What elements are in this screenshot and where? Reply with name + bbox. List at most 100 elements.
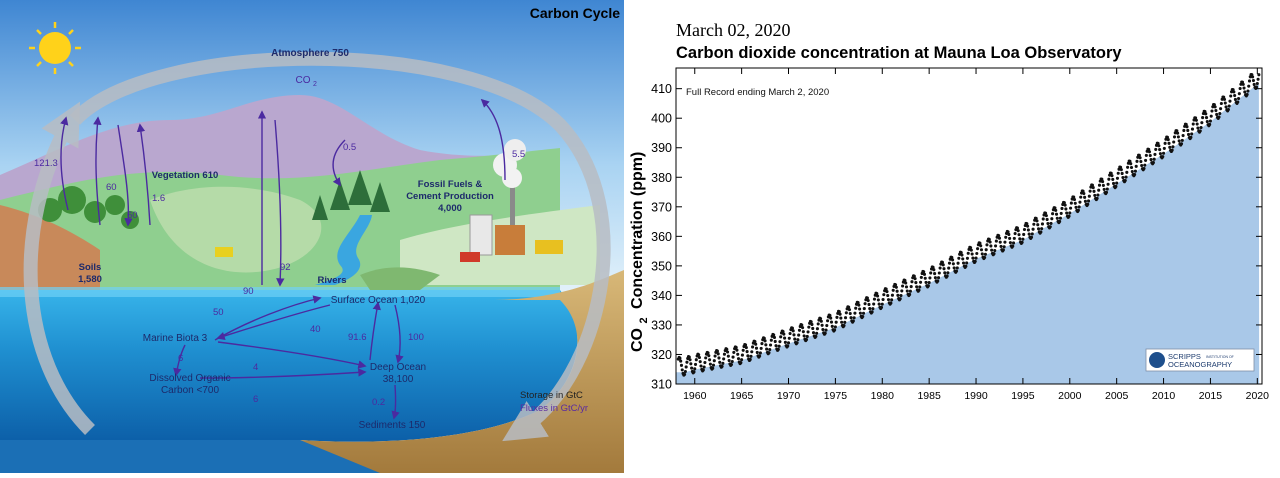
y-tick-label: 330: [651, 318, 672, 332]
data-point: [941, 263, 945, 267]
data-point: [849, 316, 853, 320]
data-point: [1177, 139, 1181, 143]
data-point: [912, 274, 916, 278]
data-point: [1017, 233, 1021, 237]
data-point: [768, 343, 773, 347]
data-point: [683, 372, 687, 376]
flux-6-a: 6: [178, 353, 183, 364]
data-point: [1119, 168, 1123, 172]
data-point: [929, 271, 933, 275]
data-point: [835, 315, 839, 319]
data-point: [1152, 157, 1156, 161]
data-point: [801, 326, 805, 330]
fossil-label-1: Fossil Fuels &: [418, 179, 483, 190]
data-point: [819, 317, 823, 321]
data-point: [915, 285, 919, 289]
flux-60-b: 60: [127, 210, 138, 221]
data-point: [1199, 125, 1203, 130]
data-point: [1246, 89, 1250, 93]
y-tick-label: 380: [651, 171, 672, 185]
data-point: [988, 240, 992, 244]
data-point: [776, 347, 780, 351]
data-point: [1083, 195, 1087, 199]
data-point: [1219, 107, 1223, 111]
data-point: [693, 362, 698, 366]
data-point: [1088, 189, 1092, 193]
data-point: [1161, 155, 1165, 159]
data-point: [683, 369, 687, 374]
data-point: [823, 331, 827, 335]
data-point: [726, 354, 730, 358]
x-tick-label: 2020: [1246, 390, 1270, 402]
data-point: [950, 255, 954, 259]
data-point: [961, 257, 965, 261]
data-point: [722, 357, 726, 361]
data-point: [994, 239, 998, 243]
data-point: [868, 307, 872, 311]
data-point: [997, 234, 1001, 238]
data-point: [1068, 211, 1072, 215]
data-point: [731, 355, 735, 359]
data-point: [828, 313, 832, 318]
svg-text:CO 2 Concentra: CO 2 Concentration (ppm): [629, 152, 651, 352]
y-tick-label: 410: [651, 82, 672, 96]
data-point: [940, 260, 944, 264]
data-point: [1072, 197, 1077, 202]
data-point: [699, 364, 703, 368]
data-point: [732, 350, 736, 354]
data-point: [847, 308, 852, 312]
flux-121-3: 121.3: [34, 158, 58, 169]
data-point: [1208, 119, 1212, 123]
data-point: [1130, 169, 1134, 174]
flux-90: 90: [243, 286, 254, 297]
data-point: [1039, 230, 1043, 234]
data-point: [956, 261, 960, 265]
data-point: [1165, 135, 1170, 139]
flux-6-b: 6: [253, 394, 258, 405]
data-point: [1133, 172, 1137, 177]
data-point: [800, 323, 804, 327]
data-point: [1008, 236, 1012, 240]
data-point: [1004, 235, 1008, 239]
data-point: [858, 311, 862, 315]
data-point: [908, 292, 912, 297]
data-point: [1086, 202, 1090, 206]
data-point: [919, 280, 923, 284]
data-point: [1002, 245, 1006, 249]
data-point: [1036, 223, 1040, 227]
y-tick-label: 350: [651, 259, 672, 273]
data-point: [1238, 86, 1242, 91]
data-point: [1115, 181, 1119, 185]
data-point: [880, 302, 884, 306]
data-point: [966, 251, 970, 255]
data-point: [796, 338, 800, 342]
data-point: [829, 316, 833, 320]
data-point: [945, 274, 949, 278]
data-point: [765, 347, 769, 351]
data-point: [1082, 191, 1086, 196]
data-point: [788, 331, 792, 336]
flux-92: 92: [280, 262, 291, 273]
data-point: [983, 252, 987, 256]
data-point: [1021, 237, 1025, 241]
data-point: [1055, 216, 1059, 220]
data-point: [1076, 208, 1080, 212]
data-point: [1064, 207, 1068, 211]
data-point: [1046, 222, 1050, 226]
data-point: [857, 303, 861, 307]
data-point: [875, 291, 879, 296]
data-point: [767, 351, 771, 355]
data-point: [697, 353, 701, 357]
soils-value: 1,580: [78, 274, 102, 285]
data-point: [1247, 84, 1251, 88]
data-point: [1247, 79, 1252, 83]
data-point: [1123, 178, 1127, 183]
logo-line-1: SCRIPPS: [1168, 352, 1201, 361]
data-point: [1036, 227, 1041, 231]
data-point: [942, 267, 946, 271]
data-point: [805, 334, 809, 339]
data-point: [1185, 125, 1189, 129]
flux-91-6: 91.6: [348, 332, 367, 343]
data-point: [1106, 182, 1110, 186]
data-point: [1190, 132, 1194, 136]
